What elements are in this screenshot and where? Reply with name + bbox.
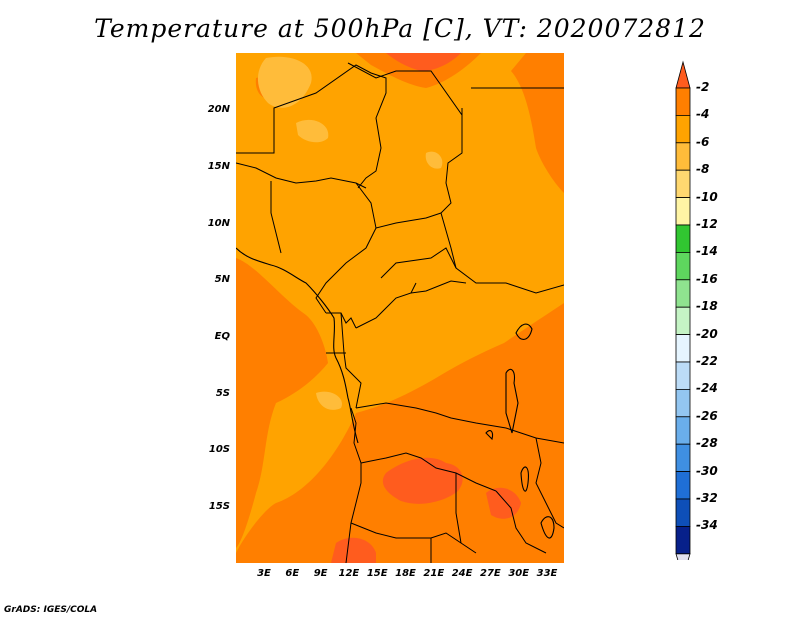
field-band-minus8-to-minus6-west — [316, 391, 342, 410]
colorbar-tick-label: -34 — [696, 518, 718, 533]
colorbar-tick-label: -14 — [696, 244, 718, 259]
field-band-minus8-to-minus6-small — [425, 151, 443, 169]
colorbar-swatch — [675, 251, 691, 281]
field-band-minus4-to-minus2-west — [236, 258, 328, 548]
colorbar-swatch — [675, 334, 691, 363]
lat-tick-label: 10N — [207, 218, 230, 229]
colorbar-tick-label: -18 — [696, 299, 718, 314]
colorbar-top-arrow — [675, 60, 691, 89]
colorbar-tick-label: -6 — [696, 134, 710, 149]
lat-tick-label: 10S — [208, 444, 230, 455]
field-band-minus8-to-minus6-north — [257, 56, 312, 108]
colorbar-swatch — [675, 87, 691, 116]
lat-tick-label: EQ — [214, 331, 230, 342]
lon-tick-label: 6E — [285, 568, 300, 579]
colorbar-tick-label: -28 — [696, 436, 718, 451]
temperature-map — [236, 53, 564, 563]
lon-tick-label: 24E — [451, 568, 473, 579]
lon-tick-label: 21E — [423, 568, 445, 579]
colorbar-swatch — [675, 142, 691, 171]
colorbar-swatch — [675, 388, 691, 418]
colorbar-swatch — [675, 471, 691, 500]
software-credit: GrADS: IGES/COLA — [4, 605, 98, 615]
field-band-minus8-to-minus6-sahara — [296, 119, 329, 143]
lon-tick-label: 27E — [480, 568, 501, 579]
coastline — [236, 247, 555, 539]
lat-tick-label: 5S — [215, 388, 230, 399]
lat-tick-label: 15S — [208, 501, 230, 512]
lon-tick-label: 15E — [366, 568, 388, 579]
colorbar-swatch — [675, 443, 691, 473]
lat-tick-label: 20N — [207, 104, 230, 115]
colorbar — [675, 60, 691, 560]
lon-tick-label: 33E — [536, 568, 558, 579]
colorbar-swatch — [675, 197, 691, 226]
colorbar-tick-label: -30 — [696, 463, 718, 478]
colorbar-tick-label: -10 — [696, 189, 718, 204]
colorbar-tick-label: -24 — [696, 381, 718, 396]
colorbar-swatch — [675, 525, 691, 555]
colorbar-tick-label: -26 — [696, 408, 718, 423]
lon-tick-label: 18E — [395, 568, 416, 579]
colorbar-tick-label: -20 — [696, 326, 718, 341]
field-band-minus4-to-minus2-south — [236, 303, 564, 563]
colorbar-tick-label: -32 — [696, 491, 718, 505]
field-band-minus2-to-0-south — [331, 537, 376, 563]
field-band-minus2-to-0-north — [386, 53, 461, 71]
lon-tick-label: 9E — [313, 568, 328, 579]
colorbar-swatch — [675, 224, 691, 253]
colorbar-swatch — [675, 279, 691, 308]
lon-tick-label: 12E — [338, 568, 360, 579]
map-frame — [236, 53, 564, 563]
lat-tick-label: 5N — [214, 274, 230, 285]
plot-title: Temperature at 500hPa [C], VT: 202007281… — [94, 14, 706, 43]
colorbar-tick-label: -16 — [696, 271, 718, 286]
colorbar-swatch — [675, 306, 691, 335]
colorbar-tick-label: -2 — [696, 80, 710, 94]
colorbar-tick-label: -8 — [696, 162, 710, 177]
colorbar-swatch — [675, 361, 691, 390]
colorbar-tick-label: -12 — [696, 217, 718, 231]
colorbar-swatch — [675, 498, 691, 527]
lon-tick-label: 3E — [257, 568, 271, 579]
colorbar-tick-label: -22 — [696, 354, 718, 368]
colorbar-bottom-arrow — [675, 553, 691, 560]
lon-tick-label: 30E — [508, 568, 530, 579]
colorbar-tick-label: -4 — [696, 107, 710, 122]
colorbar-swatch — [675, 115, 691, 144]
colorbar-swatch — [675, 169, 691, 198]
colorbar-swatch — [675, 416, 691, 445]
lat-tick-label: 15N — [207, 161, 230, 172]
